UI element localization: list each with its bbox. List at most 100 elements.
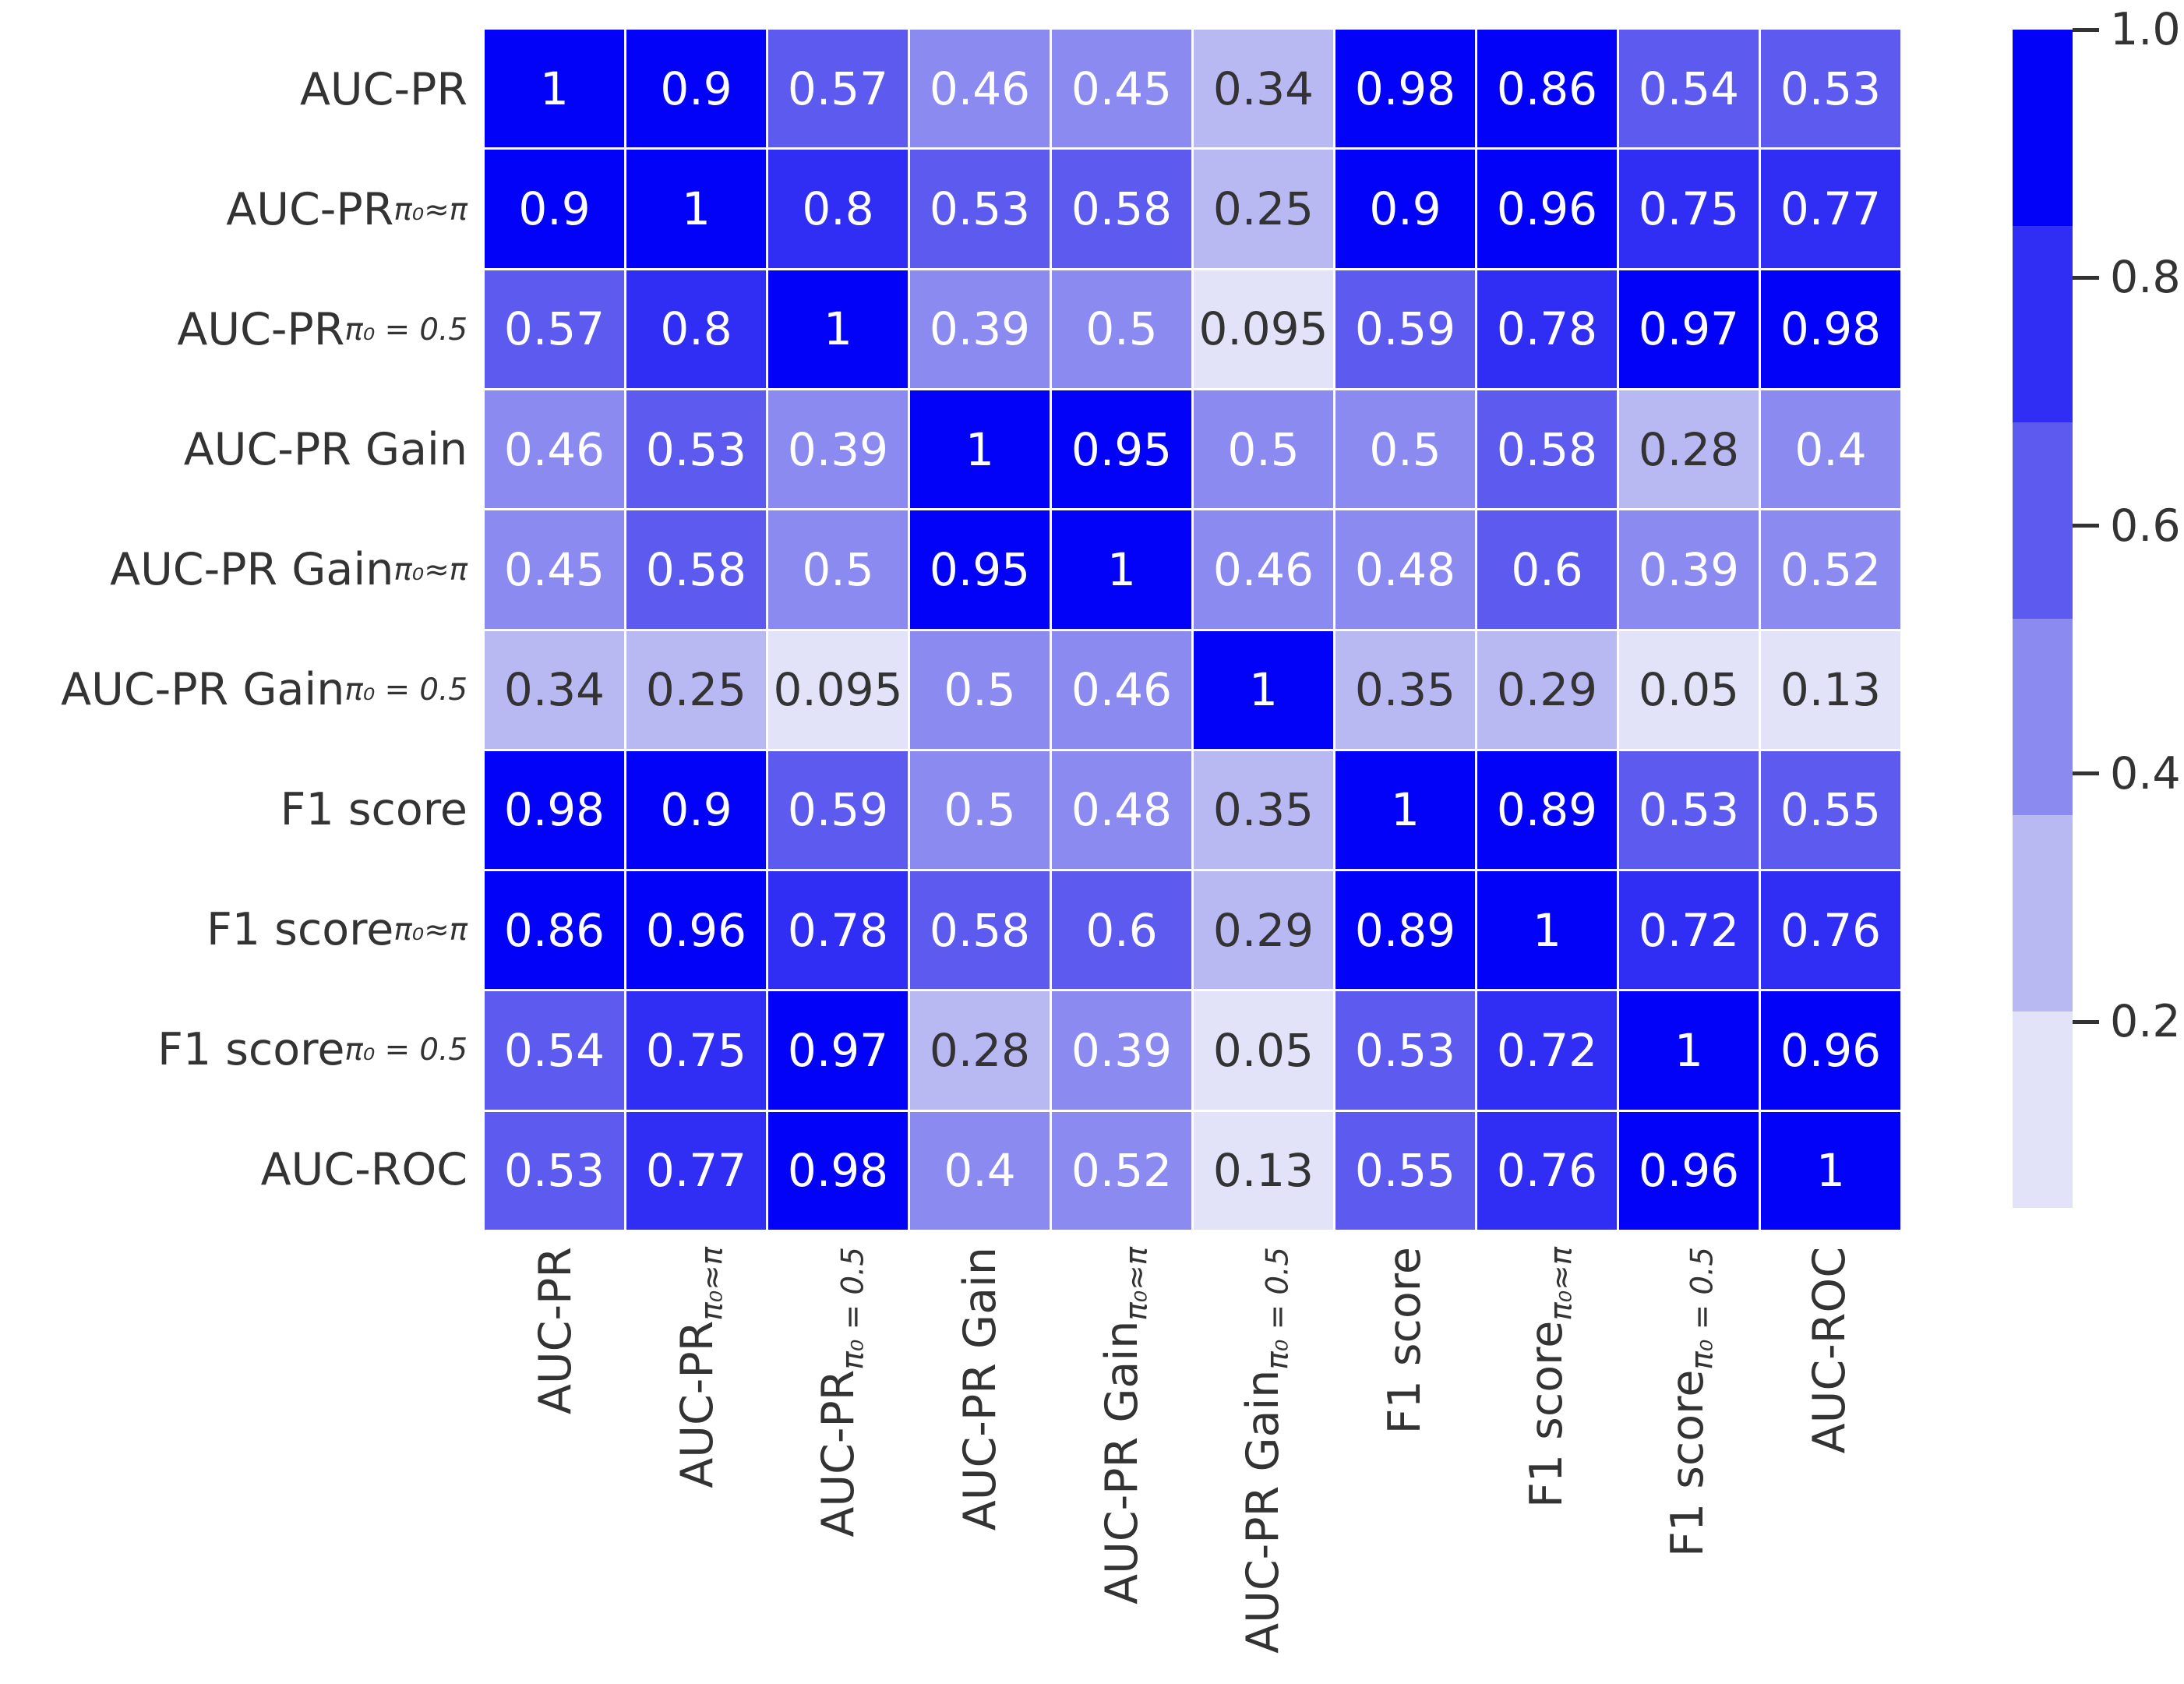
row-label: AUC-PR π₀≈π — [0, 150, 467, 270]
heatmap-cell: 0.98 — [1335, 30, 1475, 148]
heatmap-cell: 0.46 — [1194, 510, 1333, 629]
colorbar-band — [2013, 1011, 2073, 1208]
heatmap-cell: 0.34 — [485, 630, 624, 749]
heatmap-cell: 0.05 — [1194, 991, 1333, 1110]
heatmap-cell: 0.98 — [768, 1111, 908, 1230]
row-label-text: AUC-PR — [226, 184, 394, 235]
heatmap-cell: 0.6 — [1477, 510, 1617, 629]
heatmap-cell: 0.53 — [1619, 750, 1759, 870]
heatmap-cell: 0.58 — [1477, 390, 1617, 509]
heatmap-cell: 0.53 — [485, 1111, 624, 1230]
heatmap-cell: 0.78 — [768, 871, 908, 990]
heatmap-cell: 0.72 — [1619, 871, 1759, 990]
heatmap-cell: 0.48 — [1052, 750, 1191, 870]
heatmap-cell: 0.46 — [1052, 630, 1191, 749]
col-label: AUC-PRπ₀≈π — [672, 1247, 738, 1488]
colorbar-band — [2013, 422, 2073, 619]
heatmap-cell: 0.39 — [1052, 991, 1191, 1110]
heatmap-cell: 0.46 — [485, 390, 624, 509]
heatmap-cell: 0.89 — [1335, 871, 1475, 990]
heatmap-cell: 1 — [1619, 991, 1759, 1110]
colorbar-tick — [2073, 27, 2099, 32]
colorbar-tick-label: 0.2 — [2110, 996, 2181, 1048]
heatmap-cell: 0.76 — [1761, 871, 1900, 990]
heatmap-cell: 0.9 — [485, 150, 624, 268]
heatmap-cell: 0.58 — [910, 871, 1050, 990]
heatmap-cell: 0.96 — [1477, 150, 1617, 268]
row-label-subscript: π₀≈π — [393, 552, 467, 588]
heatmap-cell: 0.5 — [768, 510, 908, 629]
colorbar-band — [2013, 226, 2073, 422]
heatmap-cell: 0.96 — [1761, 991, 1900, 1110]
heatmap-cell: 0.35 — [1335, 630, 1475, 749]
col-label-subscript: π₀ = 0.5 — [835, 1247, 871, 1370]
colorbar-tick — [2073, 1019, 2099, 1024]
colorbar-tick — [2073, 275, 2099, 280]
col-label-text: AUC-ROC — [1804, 1247, 1856, 1454]
heatmap-cell: 0.75 — [1619, 150, 1759, 268]
col-label-text: AUC-PR — [671, 1320, 723, 1488]
heatmap-cell: 0.28 — [910, 991, 1050, 1110]
row-label-subscript: π₀≈π — [393, 912, 467, 948]
heatmap-cell: 0.77 — [1761, 150, 1900, 268]
colorbar-band — [2013, 619, 2073, 815]
heatmap-cell: 0.45 — [1052, 30, 1191, 148]
col-label-subscript: π₀≈π — [1119, 1247, 1155, 1321]
heatmap-cell: 0.98 — [1761, 270, 1900, 388]
row-label-subscript: π₀ = 0.5 — [344, 312, 467, 348]
row-label: AUC-PR Gain π₀≈π — [0, 510, 467, 630]
row-label-text: AUC-PR Gain — [110, 544, 394, 595]
col-label: AUC-ROC — [1804, 1247, 1855, 1453]
heatmap-cell: 1 — [910, 390, 1050, 509]
heatmap-cell: 1 — [1052, 510, 1191, 629]
heatmap-cell: 0.29 — [1477, 630, 1617, 749]
heatmap-cell: 0.28 — [1619, 390, 1759, 509]
heatmap-cell: 0.46 — [910, 30, 1050, 148]
row-label-subscript: π₀ = 0.5 — [344, 672, 467, 708]
heatmap-cell: 0.39 — [910, 270, 1050, 388]
heatmap-cell: 0.54 — [1619, 30, 1759, 148]
col-label: F1 scoreπ₀ = 0.5 — [1662, 1247, 1728, 1557]
col-label: AUC-PR Gainπ₀ = 0.5 — [1237, 1247, 1304, 1654]
heatmap-cell: 0.29 — [1194, 871, 1333, 990]
heatmap-cell: 0.53 — [1335, 991, 1475, 1110]
heatmap-cell: 0.8 — [626, 270, 766, 388]
heatmap-cell: 0.45 — [485, 510, 624, 629]
heatmap-cell: 0.48 — [1335, 510, 1475, 629]
col-label-subscript: π₀ = 0.5 — [1260, 1247, 1296, 1370]
heatmap-cell: 0.4 — [910, 1111, 1050, 1230]
col-label: F1 scoreπ₀≈π — [1521, 1247, 1587, 1508]
heatmap-cell: 0.57 — [768, 30, 908, 148]
heatmap-cell: 0.72 — [1477, 991, 1617, 1110]
heatmap-cell: 0.53 — [910, 150, 1050, 268]
heatmap-cell: 0.89 — [1477, 750, 1617, 870]
heatmap-cell: 1 — [626, 150, 766, 268]
heatmap-cell: 0.55 — [1335, 1111, 1475, 1230]
colorbar-tick-label: 1.0 — [2110, 4, 2181, 55]
row-label-text: AUC-PR — [299, 64, 467, 115]
col-label-text: F1 score — [1520, 1320, 1572, 1509]
col-label-subscript: π₀ = 0.5 — [1685, 1247, 1720, 1370]
heatmap-cell: 0.54 — [485, 991, 624, 1110]
row-label: AUC-ROC — [0, 1110, 467, 1230]
col-label-text: F1 score — [1379, 1247, 1431, 1435]
heatmap-cell: 0.5 — [910, 750, 1050, 870]
row-label-text: F1 score — [157, 1024, 345, 1075]
heatmap-cell: 0.95 — [1052, 390, 1191, 509]
column-labels: AUC-PR AUC-PRπ₀≈π AUC-PRπ₀ = 0.5 AUC-PR Gai… — [485, 1247, 1900, 1683]
row-label-text: F1 score — [280, 784, 467, 835]
heatmap-cell: 0.57 — [485, 270, 624, 388]
heatmap-cell: 0.59 — [1335, 270, 1475, 388]
heatmap-cell: 0.39 — [1619, 510, 1759, 629]
heatmap-cell: 0.77 — [626, 1111, 766, 1230]
heatmap-cell: 0.58 — [1052, 150, 1191, 268]
col-label-text: AUC-PR — [813, 1369, 865, 1537]
row-label: AUC-PR Gain π₀ = 0.5 — [0, 630, 467, 750]
heatmap-cell: 0.8 — [768, 150, 908, 268]
heatmap-cell: 1 — [485, 30, 624, 148]
row-label-text: AUC-PR — [177, 304, 345, 355]
colorbar-bands — [2013, 30, 2073, 1208]
heatmap-cell: 1 — [1335, 750, 1475, 870]
heatmap-grid: 1 0.9 0.57 0.46 0.45 0.34 0.98 0.86 0.54 0.53 0.9 1… — [485, 30, 1900, 1230]
